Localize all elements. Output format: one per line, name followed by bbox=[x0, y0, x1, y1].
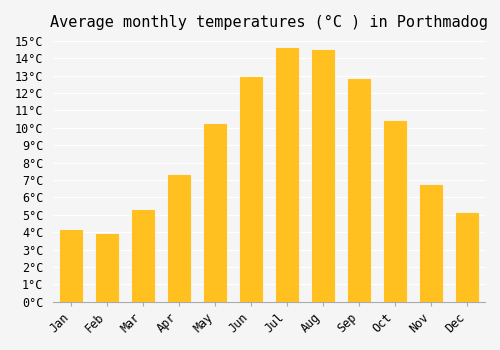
Bar bbox=[420, 185, 442, 302]
Bar bbox=[312, 50, 334, 302]
Bar bbox=[276, 48, 298, 302]
Bar bbox=[60, 230, 82, 302]
Bar bbox=[384, 121, 406, 302]
Bar bbox=[96, 234, 118, 302]
Bar bbox=[456, 213, 478, 302]
Bar bbox=[132, 210, 154, 302]
Bar bbox=[348, 79, 370, 302]
Bar bbox=[204, 124, 226, 302]
Bar bbox=[168, 175, 190, 302]
Bar bbox=[240, 77, 262, 302]
Title: Average monthly temperatures (°C ) in Porthmadog: Average monthly temperatures (°C ) in Po… bbox=[50, 15, 488, 30]
